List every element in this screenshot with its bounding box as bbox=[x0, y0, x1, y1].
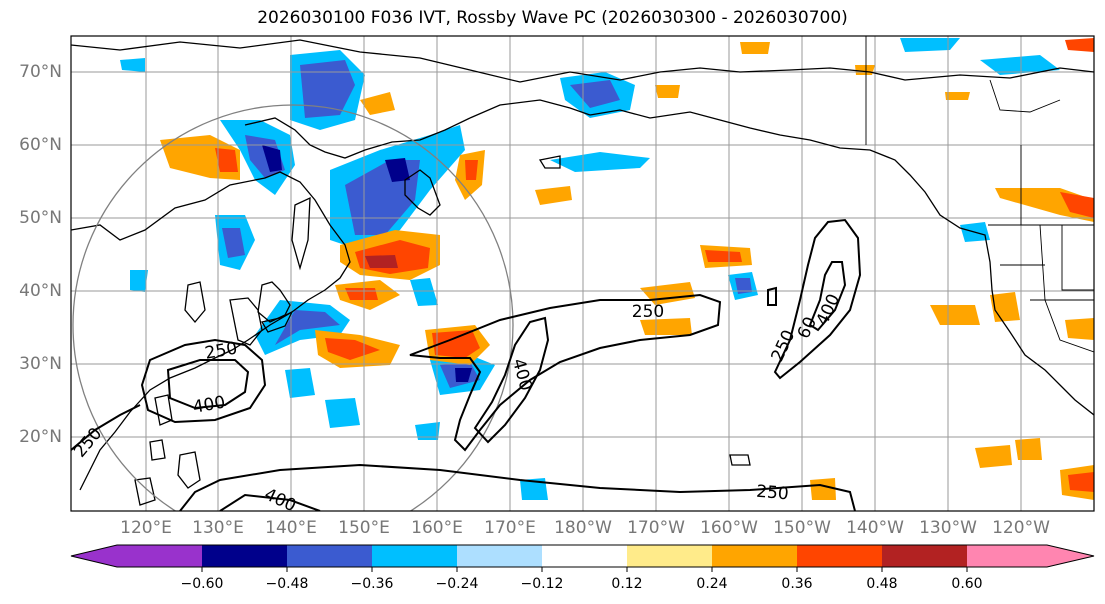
colorbar bbox=[71, 545, 1094, 572]
colorbar-extend-low bbox=[71, 545, 117, 567]
lon-label: 170°E bbox=[484, 518, 536, 538]
colorbar-tick: 0.24 bbox=[696, 576, 727, 592]
contour-label: 400 bbox=[191, 392, 226, 417]
lon-label: 120°E bbox=[120, 518, 172, 538]
colorbar-tick: −0.24 bbox=[436, 576, 479, 592]
colorbar-tick: −0.60 bbox=[181, 576, 224, 592]
contour-label: 400 bbox=[261, 485, 299, 517]
colorbar-tick: −0.48 bbox=[266, 576, 309, 592]
contour-label: 250 bbox=[632, 302, 664, 322]
lon-label: 180°W bbox=[554, 518, 612, 538]
lon-label: 140°W bbox=[846, 518, 904, 538]
graticule bbox=[71, 36, 1094, 511]
lon-label: 150°W bbox=[773, 518, 831, 538]
lon-label: 130°E bbox=[192, 518, 244, 538]
lon-label: 160°W bbox=[700, 518, 758, 538]
lat-label: 40°N bbox=[10, 281, 62, 301]
colorbar-tick: 0.60 bbox=[951, 576, 982, 592]
contour-label: 250 bbox=[70, 424, 106, 462]
lat-label: 30°N bbox=[10, 354, 62, 374]
colorbar-tick: −0.12 bbox=[521, 576, 564, 592]
colorbar-tick: −0.36 bbox=[351, 576, 394, 592]
colorbar-tick: 0.36 bbox=[781, 576, 812, 592]
ivt-map: 250 400 250 400 250 400 250 250 400 250 … bbox=[0, 0, 1105, 604]
colorbar-tick: 0.12 bbox=[611, 576, 642, 592]
contour-label: 400 bbox=[508, 356, 536, 393]
lon-label: 130°W bbox=[919, 518, 977, 538]
lon-label: 150°E bbox=[338, 518, 390, 538]
lat-label: 20°N bbox=[10, 427, 62, 447]
lon-label: 140°E bbox=[265, 518, 317, 538]
colorbar-extend-high bbox=[1047, 545, 1094, 567]
contour-label: 250 bbox=[755, 482, 789, 505]
lat-label: 60°N bbox=[10, 135, 62, 155]
lon-label: 120°W bbox=[992, 518, 1050, 538]
lat-label: 70°N bbox=[10, 62, 62, 82]
lat-label: 50°N bbox=[10, 208, 62, 228]
lon-label: 170°W bbox=[627, 518, 685, 538]
lon-label: 160°E bbox=[411, 518, 463, 538]
colorbar-tick: 0.48 bbox=[866, 576, 897, 592]
